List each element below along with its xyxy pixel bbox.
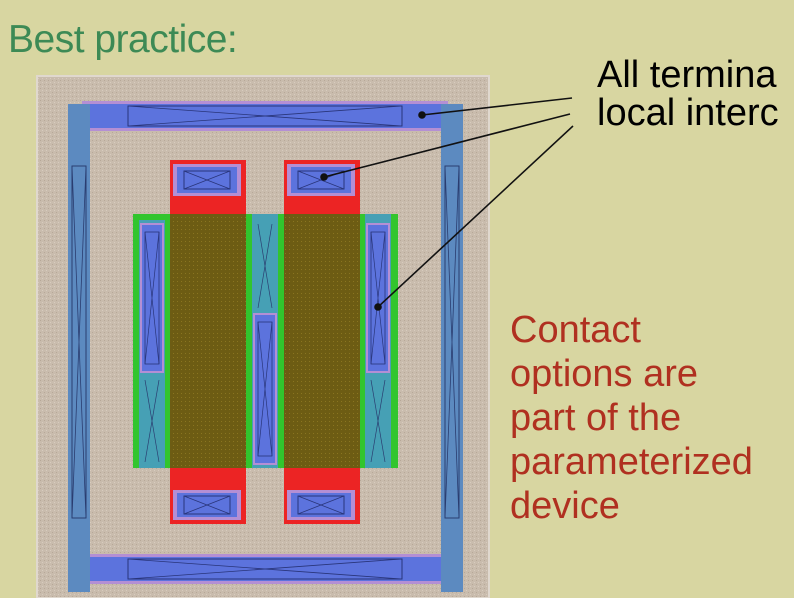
guard-ring-bottom — [82, 554, 448, 584]
gate-right — [284, 160, 360, 524]
diffusion-contact-middle — [252, 214, 278, 468]
gate-left — [170, 160, 246, 524]
note-line-4: parameterized — [510, 441, 753, 483]
diffusion-contact-right — [365, 214, 391, 468]
note-line-5: device — [510, 485, 620, 527]
note-line-3: part of the — [510, 397, 682, 439]
guard-ring-left — [68, 104, 90, 592]
note-line-2: options are — [510, 353, 699, 395]
note-line-1: Contact — [510, 309, 641, 351]
slide-title: Best practice: — [8, 18, 238, 61]
callout-text: All termina local interc — [597, 56, 779, 132]
guard-ring-top — [82, 101, 448, 131]
callout-line-2: local interc — [597, 92, 779, 134]
contact-options-note: Contact options are part of the paramete… — [510, 308, 753, 528]
callout-leaders — [320, 97, 574, 311]
callout-line-1: All termina — [597, 54, 777, 96]
diffusion-contact-left — [139, 220, 165, 468]
guard-ring-right — [441, 104, 463, 592]
